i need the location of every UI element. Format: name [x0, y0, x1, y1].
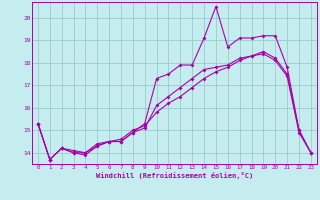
X-axis label: Windchill (Refroidissement éolien,°C): Windchill (Refroidissement éolien,°C) [96, 172, 253, 179]
